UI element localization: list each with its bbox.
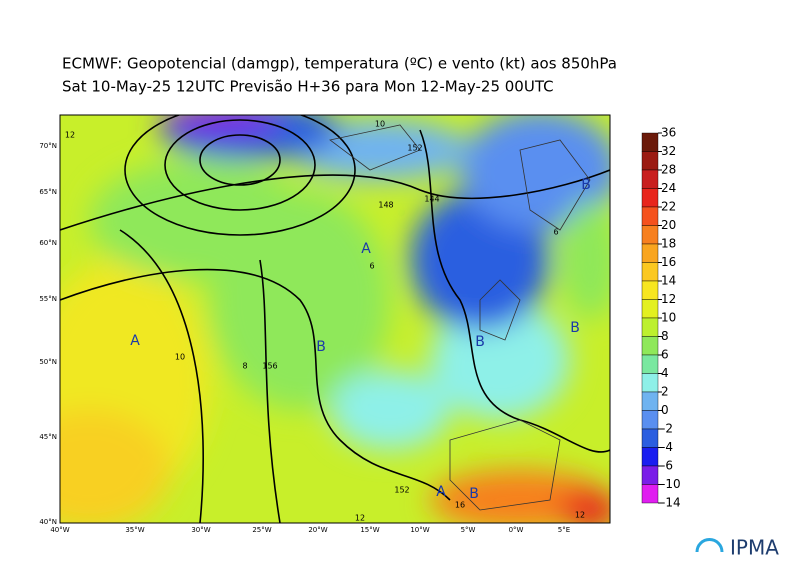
colorbar-label: -6 xyxy=(661,459,673,473)
contour-label: 10 xyxy=(175,353,185,362)
lon-label: 25°W xyxy=(252,526,271,534)
colorbar-label: -2 xyxy=(661,422,673,436)
colorbar-segment xyxy=(641,169,659,189)
colorbar-segment xyxy=(641,391,659,411)
colorbar-segment xyxy=(641,299,659,319)
colorbar-label: 18 xyxy=(661,237,676,251)
lon-label: 5°W xyxy=(461,526,476,534)
colorbar-segment xyxy=(641,410,659,430)
colorbar-segment xyxy=(641,447,659,467)
title: ECMWF: Geopotencial (damgp), temperatura… xyxy=(62,55,617,73)
colorbar-label: -4 xyxy=(661,440,673,454)
lon-label: 20°W xyxy=(308,526,327,534)
contour-label: 10 xyxy=(375,120,385,129)
pressure-center: B xyxy=(570,320,580,336)
colorbar-segment xyxy=(641,243,659,263)
contour-label: 156 xyxy=(262,362,277,371)
contour-label: 144 xyxy=(424,195,439,204)
contour-label: 6 xyxy=(553,228,558,237)
colorbar-label: -10 xyxy=(661,477,681,491)
pressure-center: A xyxy=(361,241,371,257)
subtitle: Sat 10-May-25 12UTC Previsão H+36 para M… xyxy=(62,78,554,96)
logo-icon xyxy=(695,538,724,553)
colorbar-label: 28 xyxy=(661,163,676,177)
map xyxy=(60,115,610,523)
lat-label: 70°N xyxy=(39,142,57,150)
colorbar-label: 24 xyxy=(661,181,676,195)
colorbar-label: 2 xyxy=(661,385,669,399)
logo: IPMA xyxy=(730,536,779,560)
colorbar-segment xyxy=(641,317,659,337)
lon-label: 5°E xyxy=(558,526,570,534)
lat-label: 55°N xyxy=(39,295,57,303)
colorbar-label: -14 xyxy=(661,496,681,510)
colorbar-label: 36 xyxy=(661,126,676,140)
colorbar-label: 0 xyxy=(661,403,669,417)
colorbar-segment xyxy=(641,428,659,448)
colorbar-label: 32 xyxy=(661,144,676,158)
lon-label: 10°W xyxy=(410,526,429,534)
contour-label: 12 xyxy=(65,131,75,140)
lat-label: 65°N xyxy=(39,188,57,196)
contour-label: 12 xyxy=(575,511,585,520)
colorbar-label: 20 xyxy=(661,218,676,232)
pressure-center: B xyxy=(316,339,326,355)
lat-label: 40°N xyxy=(39,518,57,526)
colorbar-label: 12 xyxy=(661,292,676,306)
lat-label: 45°N xyxy=(39,433,57,441)
colorbar-segment xyxy=(641,336,659,356)
contour-label: 152 xyxy=(394,486,409,495)
colorbar-label: 10 xyxy=(661,311,676,325)
map-frame xyxy=(59,114,611,524)
pressure-center: A xyxy=(130,333,140,349)
contour-label: 6 xyxy=(369,262,374,271)
colorbar-segment xyxy=(641,151,659,171)
colorbar-segment xyxy=(641,373,659,393)
lon-label: 0°W xyxy=(509,526,524,534)
colorbar-segment xyxy=(641,225,659,245)
lat-label: 50°N xyxy=(39,358,57,366)
colorbar-segment xyxy=(641,262,659,282)
colorbar-label: 8 xyxy=(661,329,669,343)
colorbar-label: 4 xyxy=(661,366,669,380)
colorbar-segment xyxy=(641,132,659,152)
contour-label: 12 xyxy=(355,514,365,523)
contour-label: 148 xyxy=(378,201,393,210)
lon-label: 30°W xyxy=(191,526,210,534)
contour-label: 152 xyxy=(407,144,422,153)
colorbar-segment xyxy=(641,280,659,300)
contour-label: 16 xyxy=(455,501,465,510)
pressure-center: B xyxy=(581,177,591,193)
lat-label: 60°N xyxy=(39,239,57,247)
colorbar-segment xyxy=(641,206,659,226)
lon-label: 15°W xyxy=(360,526,379,534)
colorbar-label: 6 xyxy=(661,348,669,362)
lon-label: 35°W xyxy=(125,526,144,534)
colorbar-label: 16 xyxy=(661,255,676,269)
pressure-center: B xyxy=(469,486,479,502)
colorbar-segment xyxy=(641,484,659,504)
contour-label: 8 xyxy=(242,362,247,371)
pressure-center: B xyxy=(475,334,485,350)
colorbar-label: 22 xyxy=(661,200,676,214)
lon-label: 40°W xyxy=(50,526,69,534)
colorbar-segment xyxy=(641,188,659,208)
colorbar-segment xyxy=(641,465,659,485)
colorbar-segment xyxy=(641,354,659,374)
pressure-center: A xyxy=(436,484,446,500)
colorbar-label: 14 xyxy=(661,274,676,288)
